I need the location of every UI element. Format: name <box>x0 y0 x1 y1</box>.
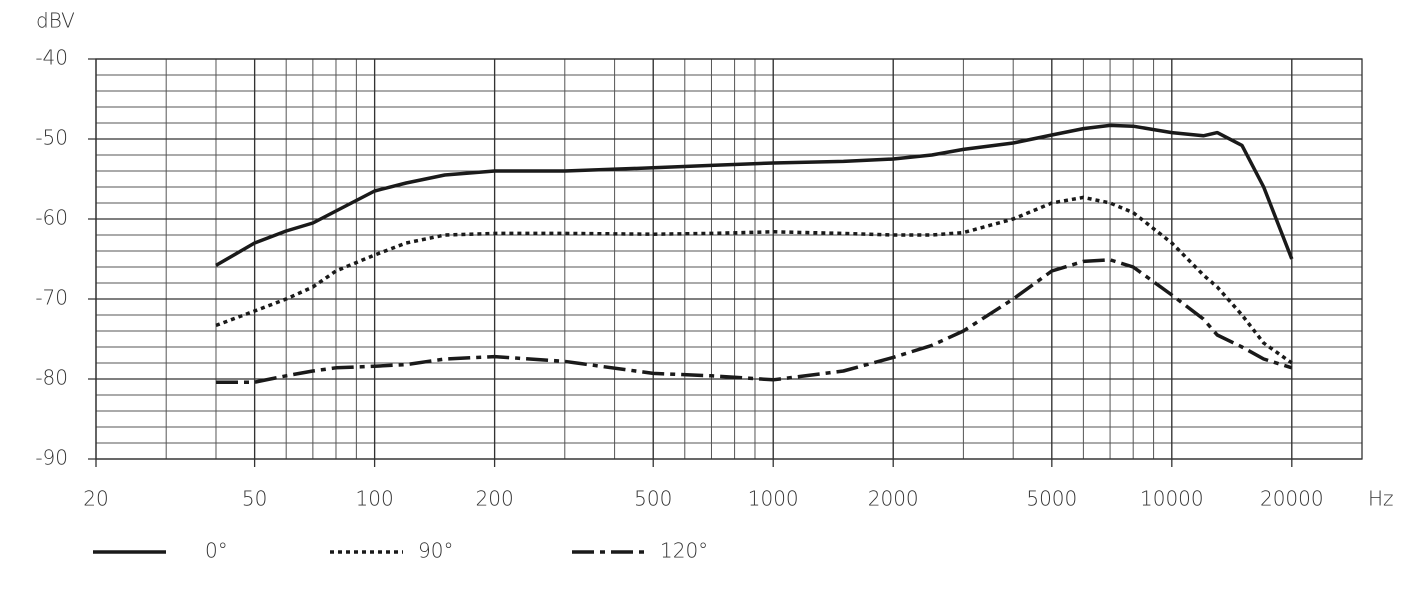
x-tick-label: 50 <box>242 487 267 511</box>
x-tick-label: 1000 <box>748 487 799 511</box>
plot-frame <box>95 58 1363 460</box>
x-tick-label: 20000 <box>1260 487 1324 511</box>
legend-label: 0° <box>205 539 228 563</box>
series-line <box>215 195 1293 365</box>
y-tick-label: -70 <box>35 286 68 310</box>
y-tick-label: -80 <box>35 366 68 390</box>
x-tick-label: 5000 <box>1026 487 1077 511</box>
x-tick-label: 500 <box>634 487 672 511</box>
legend-label: 90° <box>418 539 453 563</box>
y-tick-label: -90 <box>35 446 68 470</box>
legend-label: 120° <box>660 539 708 563</box>
y-axis-label: dBV <box>36 9 75 33</box>
x-tick-label: 2000 <box>868 487 919 511</box>
x-axis-label: Hz <box>1368 487 1394 511</box>
x-tick-label: 20 <box>83 487 108 511</box>
x-tick-label: 100 <box>356 487 394 511</box>
y-tick-label: -40 <box>35 46 68 70</box>
y-tick-label: -60 <box>35 206 68 230</box>
series-line <box>215 258 1293 384</box>
series-line <box>215 123 1294 267</box>
x-tick-label: 10000 <box>1140 487 1204 511</box>
x-tick-label: 200 <box>476 487 514 511</box>
y-tick-label: -50 <box>35 126 68 150</box>
